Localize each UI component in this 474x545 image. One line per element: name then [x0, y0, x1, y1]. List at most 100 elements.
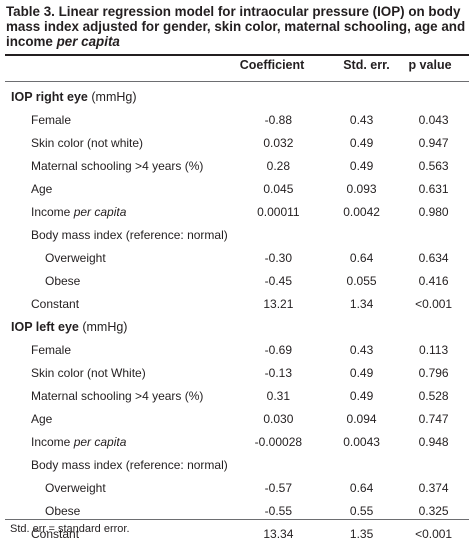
std-err-cell: 0.0042 — [343, 204, 380, 219]
p-value-cell — [398, 453, 469, 476]
row-label-text: Body mass index (reference: normal) — [11, 458, 228, 472]
row-label-text: Age — [11, 182, 52, 196]
std-err-cell: 0.55 — [349, 503, 374, 518]
row-label-main: Constant — [31, 526, 80, 541]
row-label-text: Age — [11, 412, 52, 426]
row-label-main: Skin color (not White) — [31, 365, 146, 380]
row-label-text: Overweight — [11, 251, 106, 265]
row-label-main: Maternal schooling >4 years (%) — [31, 158, 204, 173]
row-label-text: Income per capita — [11, 435, 126, 449]
p-value-cell: 0.947 — [418, 135, 449, 150]
p-value-cell: 0.416 — [418, 273, 449, 288]
col-header-std-err: Std. err. — [343, 58, 390, 72]
row-label-main: Constant — [31, 296, 80, 311]
std-err-cell: 0.49 — [349, 388, 374, 403]
p-value-cell: 0.528 — [418, 388, 449, 403]
row-label: Income per capita — [5, 430, 228, 453]
table-row: Obese -0.55 0.55 0.325 — [5, 499, 469, 522]
table-row: Age 0.030 0.094 0.747 — [5, 407, 469, 430]
row-label-main: Overweight — [45, 250, 106, 265]
std-err-cell: 0.093 — [346, 181, 377, 196]
table-row: Female -0.88 0.43 0.043 — [5, 108, 469, 131]
p-value-cell: 0.043 — [418, 112, 449, 127]
p-value-cell: 0.948 — [418, 434, 449, 449]
table-row: Overweight -0.57 0.64 0.374 — [5, 476, 469, 499]
section-label: IOP right eye (mmHg) — [5, 85, 469, 108]
row-label: Body mass index (reference: normal) — [5, 453, 228, 476]
std-err-cell: 0.43 — [349, 112, 374, 127]
col-header-coefficient: Coefficient — [239, 58, 305, 72]
p-value-cell: 0.631 — [418, 181, 449, 196]
row-label-text: Maternal schooling >4 years (%) — [11, 159, 203, 173]
row-label: Skin color (not White) — [5, 361, 228, 384]
row-label: Age — [5, 177, 228, 200]
row-label: Obese — [5, 499, 228, 522]
coefficient-cell: -0.00028 — [254, 434, 303, 449]
coefficient-cell: 0.31 — [266, 388, 291, 403]
coefficient-cell: 13.34 — [263, 526, 294, 541]
row-label-main: Body mass index (reference: normal) — [31, 227, 228, 242]
p-value-cell: 0.113 — [419, 342, 449, 357]
table-row: Obese -0.45 0.055 0.416 — [5, 269, 469, 292]
std-err-cell — [325, 223, 398, 246]
coefficient-cell: -0.55 — [264, 503, 293, 518]
coefficient-cell — [228, 223, 325, 246]
p-value-cell: 0.796 — [418, 365, 449, 380]
row-label-main: Maternal schooling >4 years (%) — [31, 388, 204, 403]
row-label-text: Constant — [11, 297, 79, 311]
coefficient-cell: -0.13 — [264, 365, 293, 380]
regression-table: IOP right eye (mmHg) Female -0.88 0.43 0.043… — [5, 85, 469, 545]
p-value-cell: 0.325 — [418, 503, 449, 518]
p-value-cell: 0.980 — [418, 204, 449, 219]
std-err-cell: 0.49 — [349, 365, 374, 380]
row-label-main: Age — [31, 181, 53, 196]
row-label-text: Skin color (not white) — [11, 136, 143, 150]
p-value-cell: 0.634 — [418, 250, 449, 265]
std-err-cell: 0.094 — [346, 411, 377, 426]
table-row: Age 0.045 0.093 0.631 — [5, 177, 469, 200]
footnote: Std. err.= standard error. — [10, 523, 130, 535]
row-label-italic: per capita — [73, 434, 127, 449]
bottom-rule — [5, 519, 469, 520]
table-row: Body mass index (reference: normal) — [5, 453, 469, 476]
row-label: Age — [5, 407, 228, 430]
section-unit: (mmHg) — [78, 319, 128, 334]
row-label: Body mass index (reference: normal) — [5, 223, 228, 246]
row-label-main: Skin color (not white) — [31, 135, 144, 150]
row-label-text: Constant — [11, 527, 79, 541]
row-label-text: Overweight — [11, 481, 106, 495]
row-label-main: Obese — [45, 273, 81, 288]
row-label: Female — [5, 108, 228, 131]
row-label: Maternal schooling >4 years (%) — [5, 384, 228, 407]
row-label-text: Female — [11, 343, 71, 357]
coefficient-cell: -0.88 — [264, 112, 293, 127]
p-value-cell: <0.001 — [415, 296, 453, 311]
row-label: Constant — [5, 292, 228, 315]
coefficient-cell: -0.45 — [264, 273, 293, 288]
coefficient-cell: 0.28 — [266, 158, 291, 173]
p-value-cell: <0.001 — [415, 526, 453, 541]
table-row: Maternal schooling >4 years (%) 0.28 0.49 0… — [5, 154, 469, 177]
row-label: Obese — [5, 269, 228, 292]
row-label-text: Obese — [11, 274, 80, 288]
std-err-cell — [325, 453, 398, 476]
row-label-main: Obese — [45, 503, 81, 518]
row-label-main: Body mass index (reference: normal) — [31, 457, 228, 472]
row-label-text: Female — [11, 113, 71, 127]
std-err-cell: 1.34 — [349, 296, 374, 311]
std-err-cell: 0.64 — [349, 250, 374, 265]
coefficient-cell — [228, 453, 325, 476]
row-label-text: Obese — [11, 504, 80, 518]
std-err-cell: 0.0043 — [343, 434, 380, 449]
coefficient-cell: 0.00011 — [257, 204, 300, 219]
top-rule — [5, 54, 469, 56]
row-label: Skin color (not white) — [5, 131, 228, 154]
row-label: Overweight — [5, 246, 228, 269]
coefficient-cell: -0.69 — [264, 342, 293, 357]
row-label-main: Female — [31, 112, 72, 127]
section-label: IOP left eye (mmHg) — [5, 315, 469, 338]
section-header-row: IOP left eye (mmHg) — [5, 315, 469, 338]
table-row: Body mass index (reference: normal) — [5, 223, 469, 246]
p-value-cell: 0.747 — [418, 411, 449, 426]
row-label-main: Female — [31, 342, 72, 357]
